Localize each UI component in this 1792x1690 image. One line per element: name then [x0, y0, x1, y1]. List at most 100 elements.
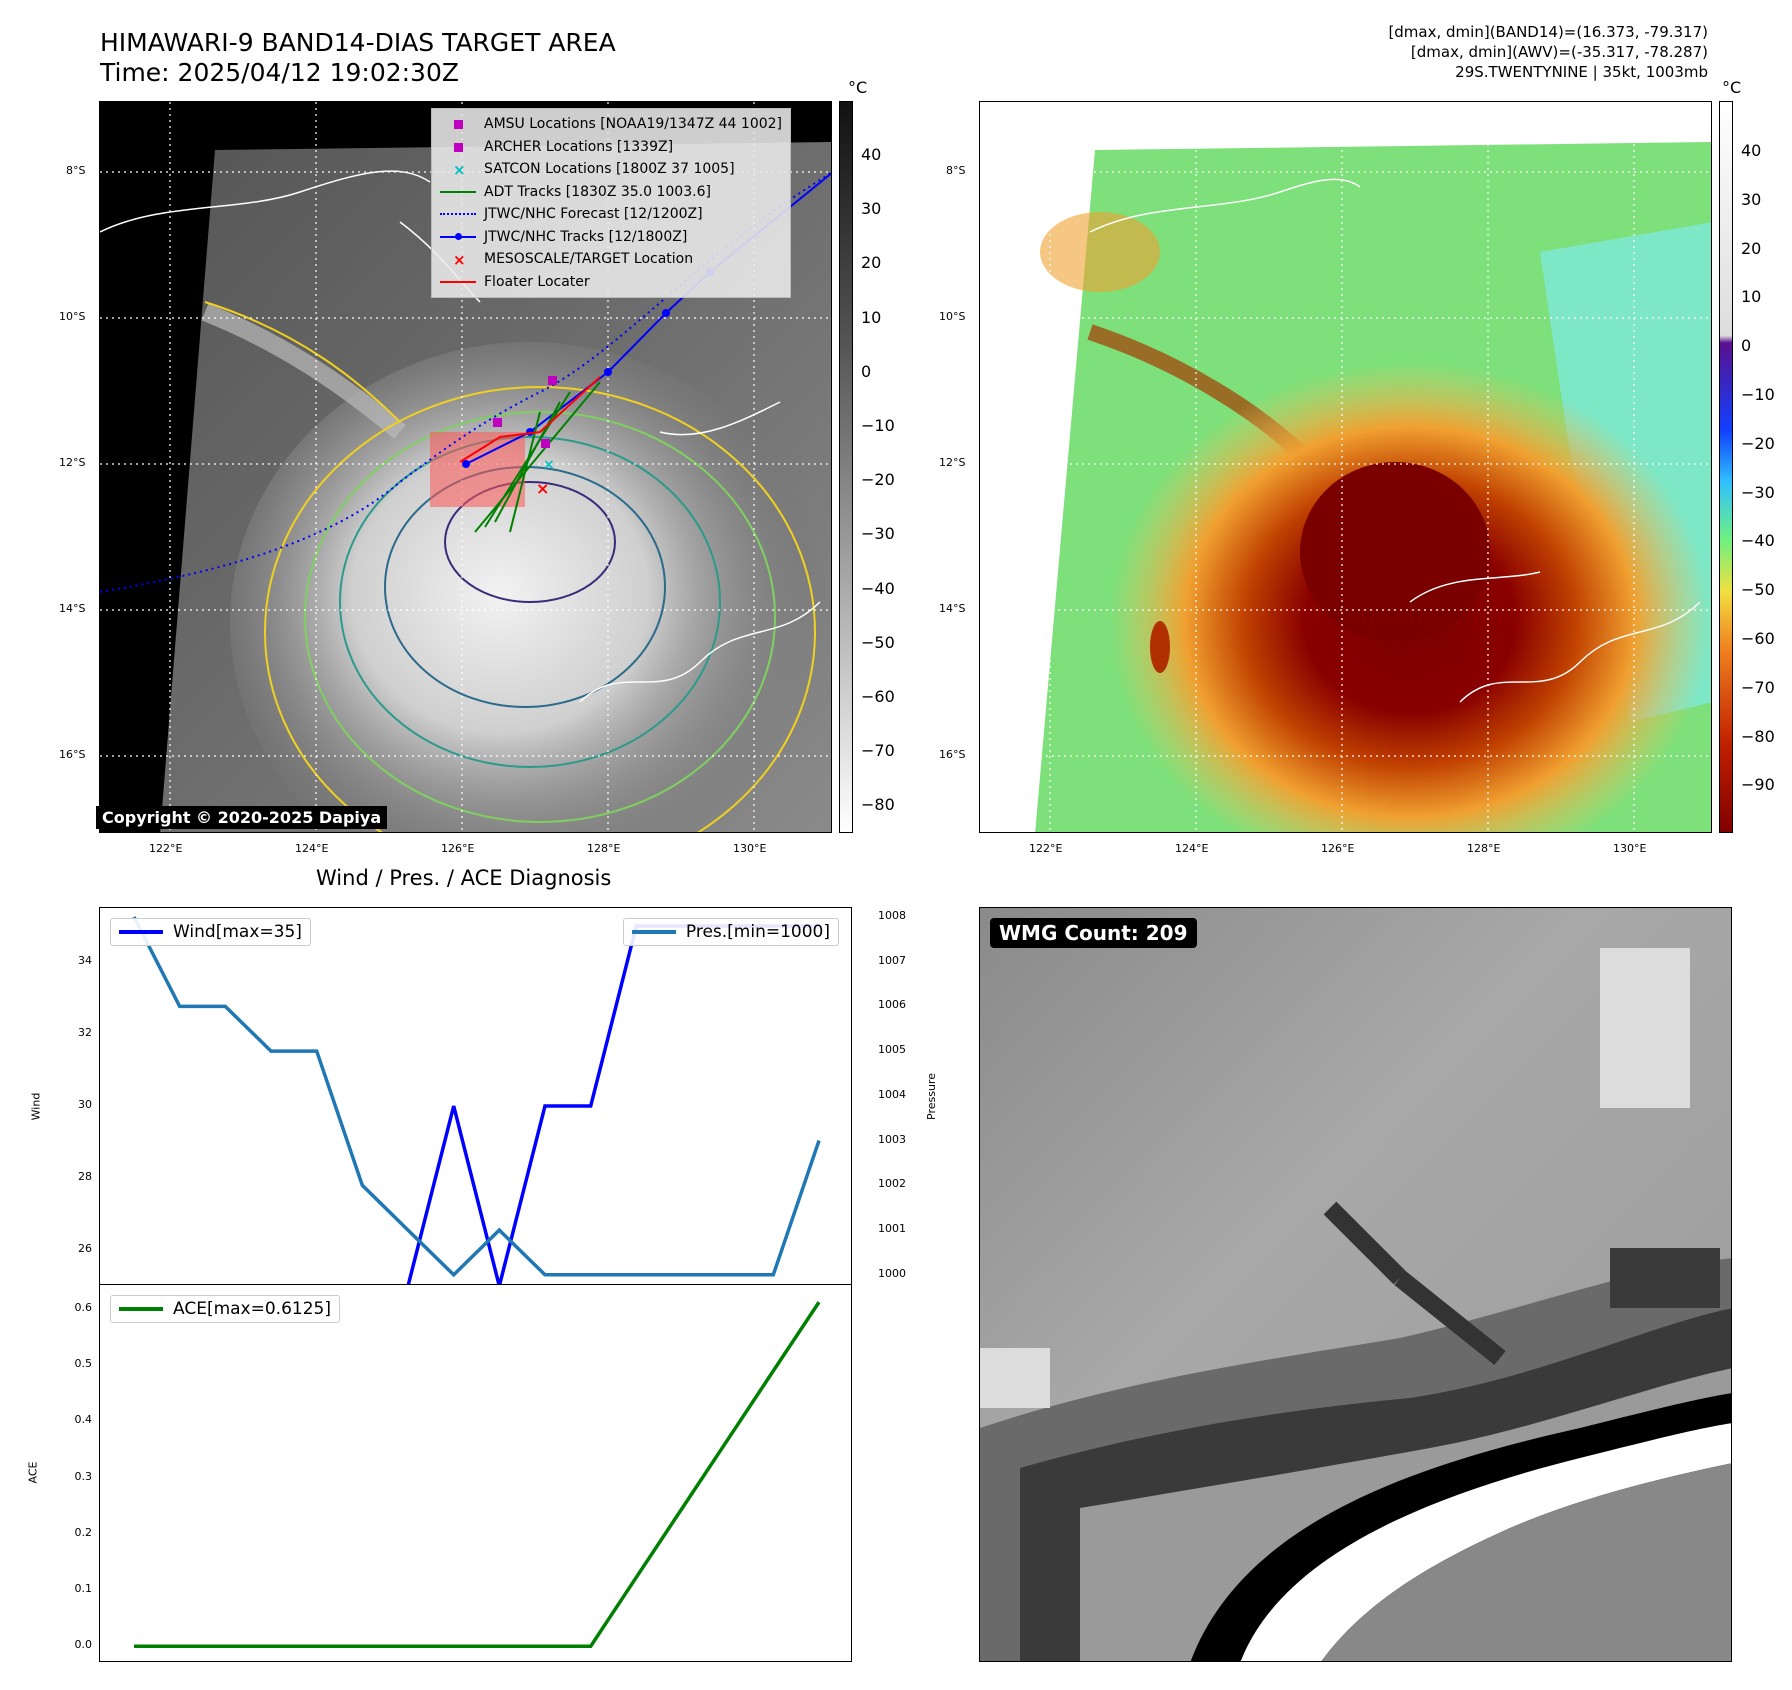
colorbar-tick: −40: [861, 578, 895, 598]
colorbar-tick: 40: [861, 145, 882, 164]
floater-locater: [459, 376, 601, 463]
colorbar-tick: −40: [1741, 531, 1775, 551]
colorbar-tick: −60: [861, 687, 895, 706]
wmg-dark-line: [1323, 1201, 1506, 1366]
legend-item: ARCHER Locations [1339Z]: [440, 136, 782, 159]
r-lon-label-122e: 122°E: [1029, 842, 1063, 855]
legend-item: × MESOSCALE/TARGET Location: [440, 248, 782, 271]
r-lon-label-126e: 126°E: [1321, 842, 1355, 855]
colorbar-tick: 10: [1741, 287, 1762, 307]
band-contour: [204, 301, 401, 423]
awv-map-svg: [980, 102, 1711, 832]
legend-label: JTWC/NHC Tracks [12/1800Z]: [484, 228, 688, 245]
moisture-patch: [1040, 212, 1160, 292]
wind-pressure-chart: Wind[max=35] Pres.[min=1000]: [99, 907, 852, 1285]
archer-location: [548, 376, 557, 385]
legend-label: MESOSCALE/TARGET Location: [484, 251, 694, 267]
colorbar-tick: 0: [1741, 336, 1752, 356]
ace-tick-label: 0.2: [74, 1525, 93, 1539]
wmg-image: [980, 908, 1731, 1661]
lat-label-8s: 8°S: [66, 164, 86, 177]
legend-symbol-icon: [440, 140, 476, 154]
r-lat-label-16s: 16°S: [939, 748, 966, 761]
lat-label-10s: 10°S: [59, 310, 86, 323]
legend-symbol-icon: [440, 117, 476, 131]
colorbar-tick: 20: [1741, 238, 1762, 258]
pressure-tick-label: 1004: [878, 1087, 906, 1101]
colorbar-tick: −10: [1741, 385, 1775, 404]
colorbar-tick: −70: [1741, 677, 1775, 697]
legend-item: AMSU Locations [NOAA19/1347Z 44 1002]: [440, 113, 782, 136]
band14-colorbar: [839, 101, 853, 833]
lat-label-12s: 12°S: [59, 456, 86, 469]
legend-symbol-icon: ×: [453, 161, 466, 180]
left-colorbar-unit: °C: [848, 78, 868, 97]
colorbar-tick: −60: [1741, 629, 1775, 648]
ace-tick-label: 0.5: [74, 1357, 93, 1371]
info-line-3: 29S.TWENTYNINE | 35kt, 1003mb: [1455, 63, 1708, 81]
legend-item: JTWC/NHC Forecast [12/1200Z]: [440, 203, 782, 226]
colorbar-tick: 20: [861, 253, 882, 273]
ace-legend-label: ACE[max=0.6125]: [173, 1299, 331, 1319]
pressure-legend: Pres.[min=1000]: [622, 918, 839, 946]
pressure-tick-label: 1003: [878, 1132, 906, 1146]
legend-label: SATCON Locations [1800Z 37 1005]: [484, 161, 735, 177]
ace-tick-label: 0.1: [74, 1581, 93, 1595]
diagnosis-title: Wind / Pres. / ACE Diagnosis: [316, 866, 612, 890]
ace-tick-label: 0.6: [74, 1301, 93, 1315]
wmg-white-ring: [1240, 1423, 1731, 1661]
awv-map: [979, 101, 1712, 833]
wmg-eye: [1321, 1463, 1731, 1661]
wind-legend: Wind[max=35]: [110, 918, 311, 946]
wind-axis-title: Wind: [29, 1092, 43, 1121]
info-line-1: [dmax, dmin](BAND14)=(16.373, -79.317): [1388, 23, 1708, 41]
wind-series-line: [406, 924, 819, 1284]
contour-3: [339, 436, 721, 768]
colorbar-tick: −20: [861, 470, 895, 490]
amsu-location: [493, 418, 502, 427]
target-marker: ×: [536, 479, 549, 498]
legend-label: Floater Locater: [484, 273, 590, 290]
colorbar-tick: 40: [1741, 141, 1762, 160]
legend-item: Floater Locater: [440, 271, 782, 294]
legend-symbol-icon: [440, 275, 476, 289]
legend-label: JTWC/NHC Forecast [12/1200Z]: [484, 206, 703, 222]
colorbar-tick: −80: [1741, 726, 1775, 746]
ace-chart: ACE[max=0.6125]: [99, 1284, 852, 1662]
colorbar-tick: −10: [861, 416, 895, 435]
ace-legend-line: [119, 1307, 163, 1311]
wind-legend-label: Wind[max=35]: [173, 922, 302, 942]
pressure-tick-label: 1001: [878, 1222, 906, 1236]
ace-series-line: [134, 1301, 821, 1648]
wind-legend-line: [119, 930, 163, 934]
colorbar-tick: −50: [861, 632, 895, 652]
wind-pressure-plot: [132, 916, 821, 1284]
colorbar-tick: −20: [1741, 433, 1775, 453]
colorbar-tick: 30: [1741, 189, 1762, 209]
wind-tick-label: 30: [78, 1098, 92, 1111]
colorbar-tick: 10: [861, 307, 882, 327]
legend-item: JTWC/NHC Tracks [12/1800Z]: [440, 226, 782, 249]
adt-tracks: [474, 381, 601, 533]
title-line-2: Time: 2025/04/12 19:02:30Z: [100, 58, 459, 87]
pressure-tick-label: 1000: [878, 1266, 906, 1280]
legend-item: ADT Tracks [1830Z 35.0 1003.6]: [440, 181, 782, 204]
storm-info: [dmax, dmin](BAND14)=(16.373, -79.317) […: [1388, 22, 1708, 82]
legend-label: AMSU Locations [NOAA19/1347Z 44 1002]: [484, 116, 783, 132]
pressure-tick-label: 1008: [878, 908, 906, 922]
legend-item: × SATCON Locations [1800Z 37 1005]: [440, 158, 782, 181]
cloud-mass: [230, 342, 830, 832]
colorbar-tick: −70: [861, 741, 895, 761]
lon-label-128e: 128°E: [587, 842, 621, 855]
r-lat-label-10s: 10°S: [939, 310, 966, 323]
rain-band: [201, 303, 406, 439]
wmg-dark-patch: [1610, 1248, 1720, 1308]
lon-label-124e: 124°E: [295, 842, 329, 855]
right-colorbar-unit: °C: [1722, 78, 1742, 97]
wmg-bright-patch-2: [980, 1348, 1050, 1408]
colorbar-tick: −30: [861, 524, 895, 544]
awv-coastline: [1089, 178, 1701, 703]
r-lat-label-14s: 14°S: [939, 602, 966, 615]
legend-symbol-icon: [440, 230, 476, 244]
copyright-label: Copyright © 2020-2025 Dapiya: [96, 806, 388, 829]
